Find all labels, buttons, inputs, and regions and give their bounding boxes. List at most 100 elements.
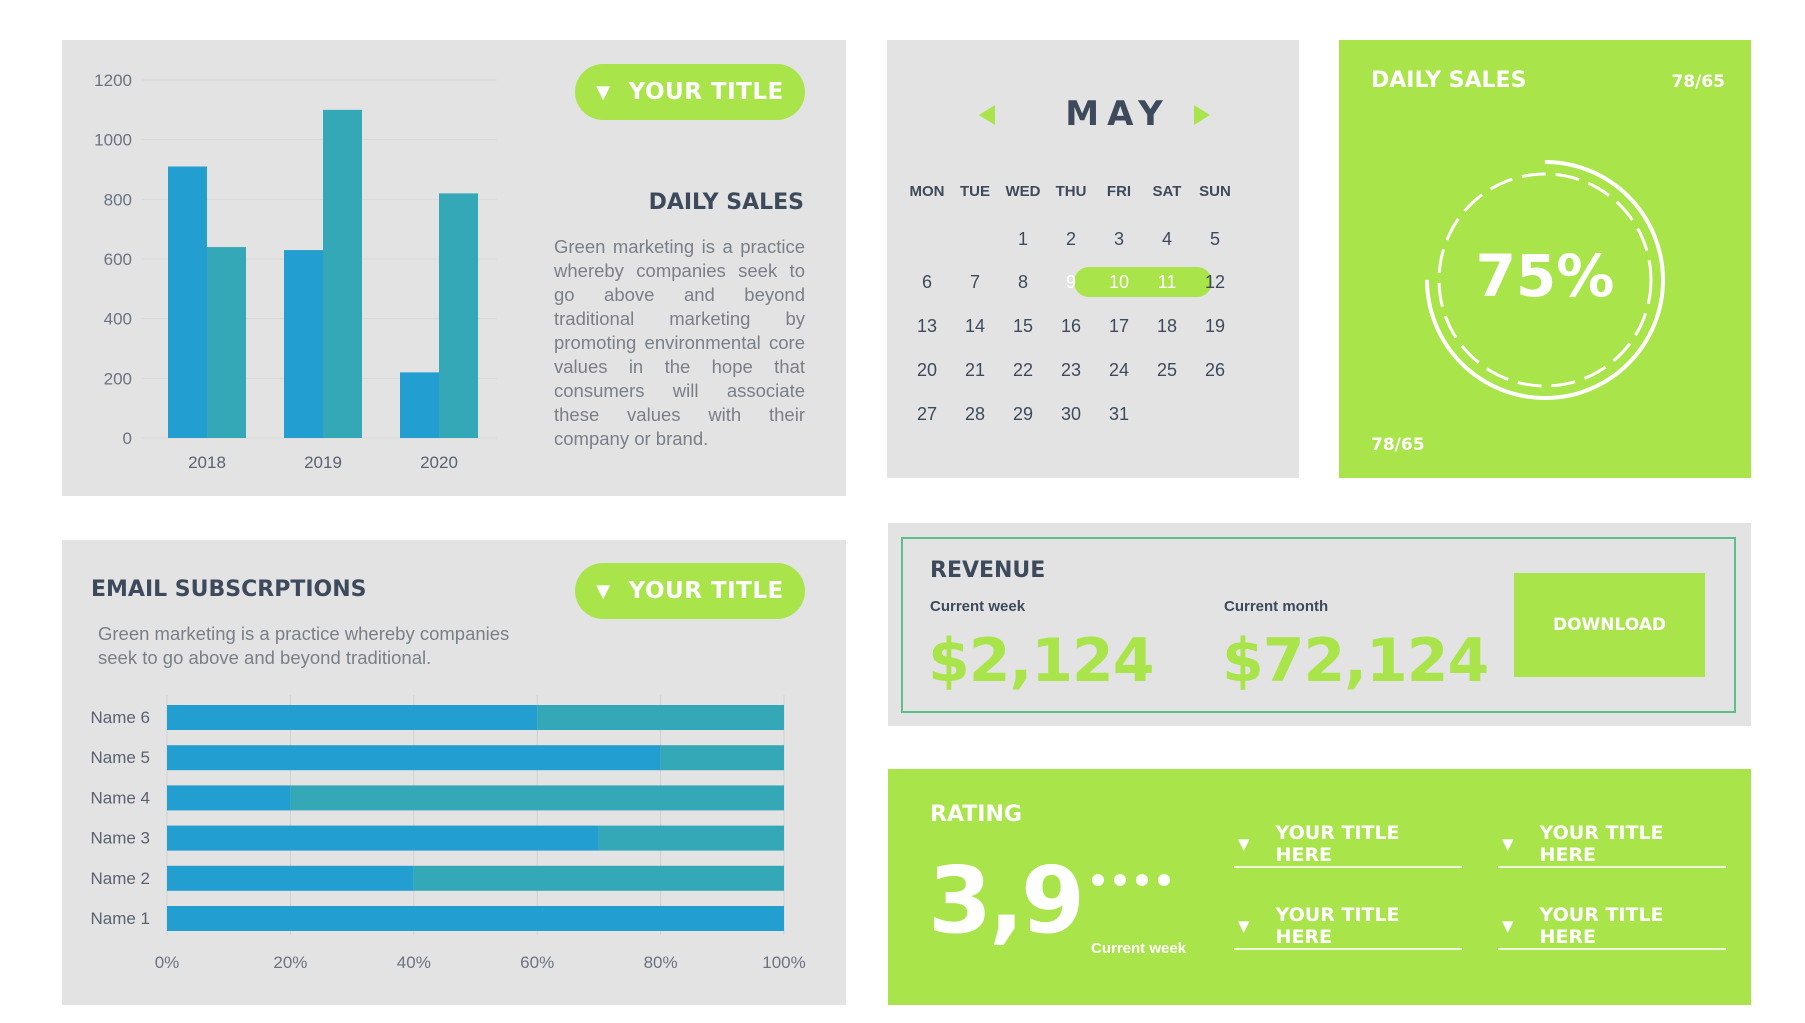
- calendar-day[interactable]: 27: [916, 404, 938, 424]
- bar: [168, 166, 207, 438]
- calendar-day[interactable]: 17: [1108, 316, 1130, 336]
- calendar-day[interactable]: 5: [1209, 229, 1220, 249]
- bar: [284, 250, 323, 438]
- weekday-label-thu: THU: [1055, 183, 1087, 200]
- calendar-day[interactable]: 3: [1113, 229, 1124, 249]
- weekday-label-wed: WED: [1005, 183, 1041, 200]
- calendar-day[interactable]: 22: [1012, 360, 1034, 380]
- rating-title-label: YOUR TITLE HERE: [1539, 904, 1664, 948]
- weekday-label-tue: TUE: [960, 183, 990, 200]
- triangle-down-icon: ▼: [1238, 917, 1250, 935]
- rating-dot-icon: [1158, 874, 1170, 886]
- bar-segment: [660, 745, 784, 771]
- progress-ring-dashed-arc: [1437, 172, 1653, 388]
- calendar-panel: [887, 40, 1299, 478]
- rating-sub-label: Current week: [1091, 940, 1187, 957]
- calendar-day[interactable]: 23: [1060, 360, 1082, 380]
- y-tick-label: 200: [104, 369, 132, 388]
- rating-heading: RATING: [930, 802, 1022, 827]
- calendar-day[interactable]: 24: [1108, 360, 1130, 380]
- daily-sales-heading: DAILY SALES: [648, 190, 804, 215]
- calendar-day[interactable]: 11: [1157, 272, 1177, 292]
- rating-title-item-2[interactable]: ▼ YOUR TITLE HERE: [1498, 822, 1726, 868]
- progress-ring: [1425, 160, 1665, 400]
- triangle-down-icon: ▼: [1502, 917, 1514, 935]
- calendar-day[interactable]: 15: [1012, 316, 1034, 336]
- bar-segment: [167, 906, 784, 931]
- current-month-label: Current month: [1224, 598, 1329, 615]
- rating-title-item-1[interactable]: ▼ YOUR TITLE HERE: [1234, 822, 1462, 868]
- calendar-day[interactable]: 26: [1204, 360, 1226, 380]
- calendar-day[interactable]: 18: [1156, 316, 1178, 336]
- title-dropdown-label: YOUR TITLE: [628, 79, 784, 105]
- calendar-day[interactable]: 2: [1065, 229, 1076, 249]
- triangle-down-icon: ▼: [596, 580, 611, 602]
- y-tick-label: 400: [104, 310, 132, 329]
- x-tick-label: 2018: [188, 453, 226, 472]
- calendar-day[interactable]: 14: [964, 316, 986, 336]
- email-title-dropdown-button[interactable]: ▼ YOUR TITLE: [575, 563, 805, 619]
- x-tick-label: 2019: [304, 453, 342, 472]
- triangle-down-icon: ▼: [596, 81, 611, 103]
- calendar-day[interactable]: 30: [1060, 404, 1082, 424]
- rating-title-label: YOUR TITLE HERE: [1275, 822, 1400, 866]
- bar: [207, 247, 246, 438]
- calendar-day[interactable]: 7: [969, 272, 980, 292]
- calendar-day[interactable]: 20: [916, 360, 938, 380]
- download-button[interactable]: DOWNLOAD: [1514, 573, 1705, 677]
- rating-value: 3,9: [928, 847, 1085, 954]
- calendar-day[interactable]: 10: [1108, 272, 1130, 292]
- calendar-day[interactable]: 6: [921, 272, 932, 292]
- bar: [439, 193, 478, 438]
- rating-dot-icon: [1114, 874, 1126, 886]
- daily-sales-ratio-top: 78/65: [1671, 72, 1725, 92]
- category-label: Name 2: [90, 869, 150, 888]
- calendar-day[interactable]: 1: [1017, 229, 1028, 249]
- calendar-day[interactable]: 28: [964, 404, 986, 424]
- revenue-frame: [901, 537, 1736, 713]
- calendar-day[interactable]: 8: [1017, 272, 1028, 292]
- daily-sales-description: Green marketing is a practice whereby co…: [554, 236, 805, 449]
- rating-panel: [888, 769, 1751, 1005]
- calendar-day[interactable]: 13: [916, 316, 938, 336]
- rating-title-item-4[interactable]: ▼ YOUR TITLE HERE: [1498, 904, 1726, 950]
- calendar-day[interactable]: 25: [1156, 360, 1178, 380]
- triangle-down-icon: ▼: [1502, 835, 1514, 853]
- calendar-day[interactable]: 16: [1060, 316, 1082, 336]
- y-tick-label: 600: [104, 250, 132, 269]
- y-tick-label: 1200: [94, 71, 132, 90]
- weekday-label-fri: FRI: [1106, 183, 1132, 200]
- calendar-day[interactable]: 31: [1108, 404, 1130, 424]
- x-tick-label: 2020: [420, 453, 458, 472]
- y-tick-label: 0: [123, 429, 132, 448]
- email-subscriptions-heading: EMAIL SUBSCRPTIONS: [91, 577, 367, 602]
- calendar-day[interactable]: 29: [1012, 404, 1034, 424]
- email-subscriptions-description: Green marketing is a practice whereby co…: [98, 623, 510, 668]
- calendar-day[interactable]: 12: [1204, 272, 1226, 292]
- calendar-day[interactable]: 4: [1161, 229, 1172, 249]
- rating-dot-icon: [1092, 874, 1104, 886]
- bar: [323, 109, 362, 438]
- next-month-arrow-icon[interactable]: [1194, 105, 1210, 125]
- y-tick-label: 1000: [94, 131, 132, 150]
- bar-segment: [537, 705, 784, 730]
- current-week-label: Current week: [930, 598, 1026, 615]
- rating-title-item-3[interactable]: ▼ YOUR TITLE HERE: [1234, 904, 1462, 950]
- bar-segment: [167, 705, 538, 730]
- category-label: Name 1: [90, 909, 150, 928]
- highlighted-range: [1074, 267, 1212, 297]
- calendar-day[interactable]: 9: [1065, 272, 1076, 292]
- category-label: Name 6: [90, 708, 150, 727]
- triangle-down-icon: ▼: [1238, 835, 1250, 853]
- previous-month-arrow-icon[interactable]: [979, 105, 995, 125]
- category-label: Name 3: [90, 829, 150, 848]
- category-label: Name 5: [90, 748, 150, 767]
- calendar-day[interactable]: 21: [964, 360, 986, 380]
- bar-segment: [413, 865, 784, 891]
- email-title-dropdown-label: YOUR TITLE: [628, 578, 784, 604]
- title-dropdown-button[interactable]: ▼ YOUR TITLE: [575, 64, 805, 120]
- rating-dots: [1092, 874, 1170, 886]
- rating-title-label: YOUR TITLE HERE: [1275, 904, 1400, 948]
- calendar-day[interactable]: 19: [1204, 316, 1226, 336]
- x-tick-label: 60%: [520, 953, 554, 972]
